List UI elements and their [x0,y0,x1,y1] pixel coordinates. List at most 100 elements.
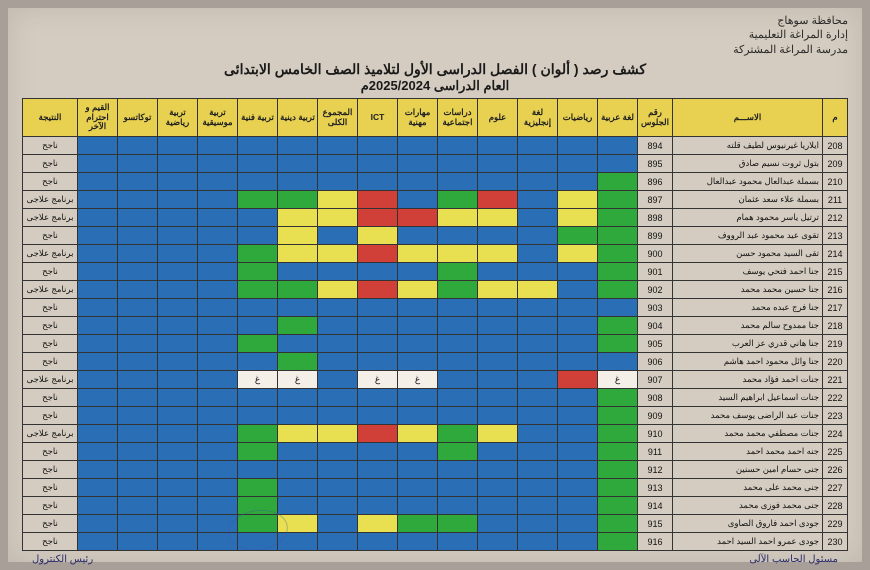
grade-cell [398,137,438,155]
result-cell: ناجح [23,155,78,173]
student-name: بسملة عبدالعال محمود عبدالعال [673,173,823,191]
grade-cell [358,281,398,299]
col-header: القيم و احترام الآخر [78,98,118,136]
table-row: 224جنات مصطفي محمد محمد910برنامج علاجى [23,425,848,443]
seat-number: 896 [638,173,673,191]
row-index: 226 [823,461,848,479]
grade-cell [198,317,238,335]
grade-cell [438,137,478,155]
grade-cell [438,335,478,353]
grade-cell [598,353,638,371]
grade-cell [398,425,438,443]
grade-cell [398,479,438,497]
grade-cell [118,533,158,551]
grade-cell [238,443,278,461]
grade-cell [358,299,398,317]
student-name: جنات اسماعيل ابراهيم السيد [673,389,823,407]
grade-cell [118,407,158,425]
seat-number: 907 [638,371,673,389]
grade-cell [78,281,118,299]
grade-cell [558,281,598,299]
grade-cell [478,317,518,335]
grade-cell [358,173,398,191]
grade-cell [478,533,518,551]
grade-cell [558,263,598,281]
col-header: دراسات اجتماعية [438,98,478,136]
grade-cell [478,335,518,353]
table-row: 229جودى احمد فاروق الصاوى915ناجح [23,515,848,533]
grade-cell [78,515,118,533]
grade-cell [118,443,158,461]
grade-cell [478,497,518,515]
grade-cell [478,515,518,533]
org-header: محافظة سوهاج إدارة المراغة التعليمية مدر… [22,14,848,57]
seat-number: 899 [638,227,673,245]
grade-cell [518,245,558,263]
grade-cell [558,389,598,407]
student-name: جنات مصطفي محمد محمد [673,425,823,443]
student-name: بتول ثروت نسيم صادق [673,155,823,173]
seat-number: 898 [638,209,673,227]
grade-cell [318,317,358,335]
grade-cell [158,155,198,173]
seat-number: 900 [638,245,673,263]
grade-cell [518,533,558,551]
grade-cell [78,461,118,479]
grade-cell [558,407,598,425]
grade-cell [558,173,598,191]
grade-cell [438,443,478,461]
col-header: لغة عربية [598,98,638,136]
grade-cell [478,389,518,407]
grade-cell: غ [238,371,278,389]
grade-cell: غ [358,371,398,389]
result-cell: ناجح [23,479,78,497]
grade-cell [358,407,398,425]
grade-cell [598,389,638,407]
col-header: لغة إنجليزية [518,98,558,136]
grade-cell [398,389,438,407]
grade-cell [278,443,318,461]
grade-cell [198,335,238,353]
hdr-line1: محافظة سوهاج [22,14,848,28]
grade-cell [198,227,238,245]
col-header: تربية دينية [278,98,318,136]
row-index: 214 [823,245,848,263]
grade-cell [318,335,358,353]
row-index: 220 [823,353,848,371]
grade-cell [318,479,358,497]
grade-cell [398,191,438,209]
student-name: جنى محمد فوزى محمد [673,497,823,515]
grades-table: مالاســـمرقم الجلوسلغة عربيةرياضياتلغة إ… [22,98,848,551]
grade-cell [518,479,558,497]
grade-cell [238,227,278,245]
grade-cell [158,299,198,317]
grade-cell [238,173,278,191]
grade-cell [78,173,118,191]
grade-cell [398,497,438,515]
grade-cell [78,245,118,263]
grade-cell [558,533,598,551]
grade-cell [118,317,158,335]
grade-cell [438,407,478,425]
grade-cell [558,479,598,497]
row-index: 221 [823,371,848,389]
grade-cell [478,479,518,497]
seat-number: 914 [638,497,673,515]
grade-cell [278,245,318,263]
result-cell: ناجح [23,461,78,479]
grade-cell [518,155,558,173]
grade-cell [598,137,638,155]
grade-cell [518,263,558,281]
grade-cell [358,479,398,497]
col-header: النتيجة [23,98,78,136]
grade-cell [158,245,198,263]
grade-cell [598,425,638,443]
row-index: 222 [823,389,848,407]
grade-cell [438,461,478,479]
grade-cell [358,353,398,371]
seat-number: 904 [638,317,673,335]
row-index: 225 [823,443,848,461]
grade-cell [558,317,598,335]
grade-cell [238,425,278,443]
grade-cell [198,479,238,497]
